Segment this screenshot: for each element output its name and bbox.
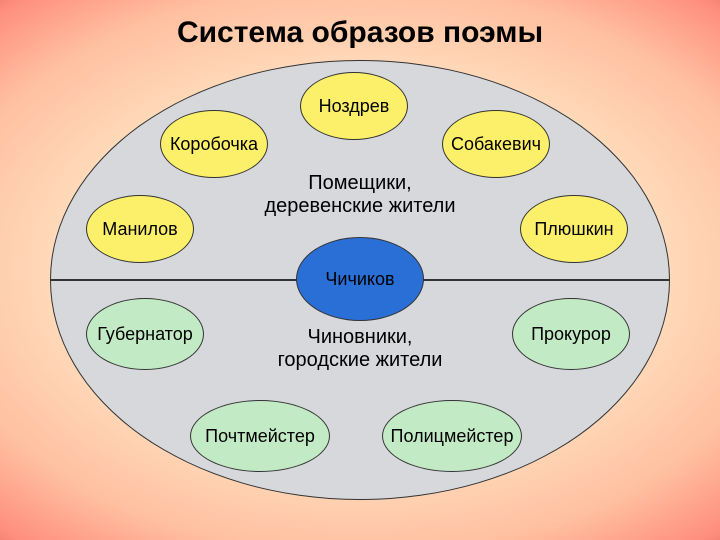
node-korobochka: Коробочка bbox=[160, 110, 268, 178]
node-center-chichikov: Чичиков bbox=[296, 237, 424, 321]
node-manilov: Манилов bbox=[86, 195, 194, 263]
group-label-top: Помещики, деревенские жители bbox=[240, 172, 480, 218]
node-gubernator: Губернатор bbox=[86, 298, 204, 370]
node-label: Коробочка bbox=[170, 135, 258, 154]
node-label: Собакевич bbox=[451, 135, 541, 154]
node-sobakevich: Собакевич bbox=[442, 110, 550, 178]
node-prokuror: Прокурор bbox=[512, 298, 630, 370]
node-label: Прокурор bbox=[531, 325, 611, 344]
node-label: Губернатор bbox=[97, 325, 193, 344]
node-nozdrev: Ноздрев bbox=[300, 72, 408, 140]
node-pochtmeister: Почтмейстер bbox=[190, 400, 330, 472]
node-label: Чичиков bbox=[325, 270, 394, 289]
node-plyushkin: Плюшкин bbox=[520, 195, 628, 263]
node-label: Манилов bbox=[102, 220, 177, 239]
node-policmeister: Полицмейстер bbox=[382, 400, 522, 472]
node-label: Плюшкин bbox=[534, 220, 613, 239]
diagram-title: Система образов поэмы bbox=[0, 16, 720, 50]
node-label: Почтмейстер bbox=[205, 427, 315, 446]
group-label-bottom: Чиновники, городские жители bbox=[240, 326, 480, 372]
node-label: Ноздрев bbox=[319, 97, 390, 116]
node-label: Полицмейстер bbox=[391, 427, 514, 446]
